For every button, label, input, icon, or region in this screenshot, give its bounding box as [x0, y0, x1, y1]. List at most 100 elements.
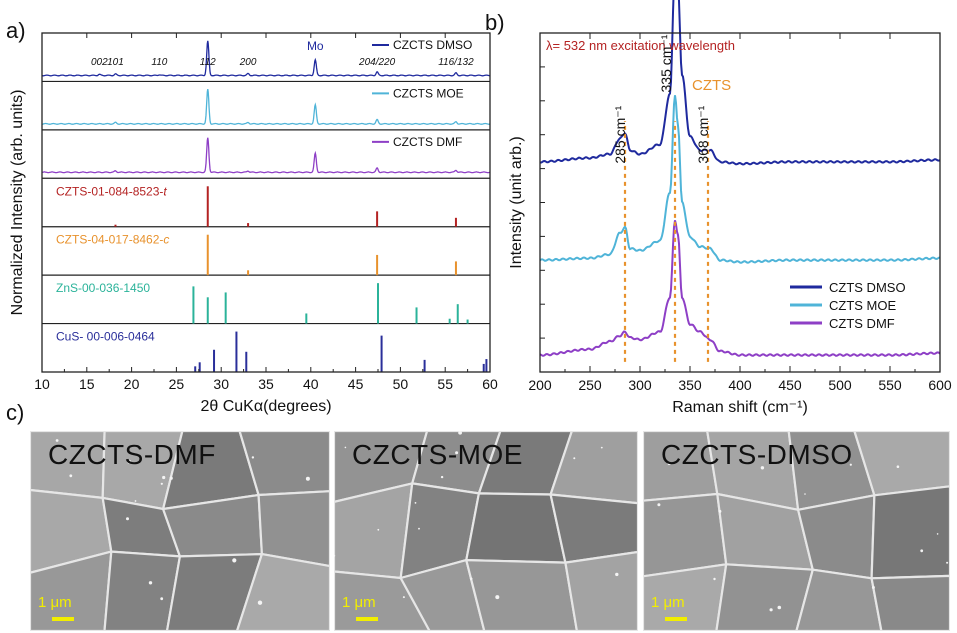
raman-tick-label: 450: [778, 377, 802, 393]
sem-grain: [30, 550, 113, 631]
sem-particle: [440, 475, 444, 479]
xrd-chart: CZCTS DMSO CZCTS MOE CZCTS DMF 002 101 110 112…: [9, 32, 498, 415]
sem-particle: [251, 456, 255, 459]
sem-grain: [870, 485, 950, 580]
xrd-reference-suffix: t: [163, 184, 167, 198]
sem-particle: [162, 475, 166, 480]
sem-image-dmf: CZCTS-DMF 1 μm: [30, 431, 330, 631]
xrd-peak-label: 204/220: [358, 57, 396, 68]
scale-bar-label: 1 μm: [342, 594, 376, 611]
sem-particle: [160, 482, 163, 485]
sem-particle: [600, 446, 603, 449]
xrd-reference-label: CuS- 00-006-0464: [56, 330, 155, 344]
raman-y-axis-label: Intensity (unit arb.): [508, 136, 525, 269]
sem-particle: [657, 503, 661, 507]
raman-tick-label: 300: [628, 377, 652, 393]
xrd-reference-label: CZTS-04-017-8462-c: [56, 233, 169, 247]
sem-grain: [643, 563, 728, 631]
raman-x-axis-label: Raman shift (cm⁻¹): [672, 399, 808, 416]
sem-particle: [232, 558, 237, 563]
raman-series-line: [539, 0, 941, 166]
sem-particle: [777, 605, 782, 610]
raman-tick-label: 600: [928, 377, 952, 393]
sem-particle: [160, 597, 164, 601]
sem-particle: [455, 451, 459, 455]
raman-legend-label: CZTS DMSO: [829, 280, 906, 295]
sem-texture: [643, 431, 950, 631]
xrd-legend-label: CZCTS DMF: [393, 135, 462, 149]
sem-texture: [334, 431, 638, 631]
raman-tick-label: 400: [728, 377, 752, 393]
scale-bar-label: 1 μm: [651, 594, 685, 611]
sem-particle: [849, 463, 852, 466]
xrd-tick-label: 10: [34, 376, 50, 392]
raman-tick-label: 250: [578, 377, 602, 393]
xrd-tick-label: 20: [124, 376, 140, 392]
xrd-tick-label: 35: [258, 376, 274, 392]
sem-grain: [465, 559, 578, 631]
scale-bar-line: [356, 617, 378, 621]
raman-tick-label: 550: [878, 377, 902, 393]
sem-grain: [870, 574, 950, 631]
xrd-peak-label: 110: [151, 57, 167, 68]
sem-particle: [667, 462, 671, 466]
sem-particle: [769, 608, 773, 612]
sem-particle: [127, 459, 131, 464]
sem-particle: [469, 577, 473, 581]
sem-particle: [495, 595, 500, 600]
scale-bar-line: [52, 617, 74, 621]
sem-particle: [257, 600, 263, 605]
xrd-tick-label: 45: [348, 376, 364, 392]
xrd-tick-label: 55: [437, 376, 453, 392]
xrd-legend-label: CZCTS MOE: [393, 86, 464, 100]
sem-grain: [564, 550, 638, 631]
sem-particle: [418, 527, 420, 530]
xrd-x-axis-label: 2θ CuKα(degrees): [200, 398, 331, 415]
xrd-peak-label: 002: [91, 57, 108, 68]
raman-title: λ= 532 nm excitation wavelength: [546, 38, 735, 53]
sem-grain: [549, 493, 638, 564]
xrd-reference-suffix: c: [163, 233, 169, 247]
sem-image-moe: CZCTS-MOE 1 μm: [334, 431, 638, 631]
xrd-series-line: [42, 40, 491, 77]
sem-particle: [615, 572, 619, 577]
xrd-peak-label: 116/132: [438, 57, 474, 68]
sem-particle: [377, 528, 380, 531]
raman-peak-annotation: 368 cm⁻¹: [695, 105, 711, 163]
xrd-legend-label: CZCTS DMSO: [393, 38, 472, 52]
sem-grain: [643, 492, 728, 578]
sem-grain: [334, 570, 431, 631]
xrd-reference-label: ZnS-00-036-1450: [56, 281, 150, 295]
sem-grain: [103, 550, 181, 631]
sem-particle: [134, 500, 137, 502]
raman-chart: λ= 532 nm excitation wavelength CZTS 285 c…: [508, 0, 952, 416]
sem-grain: [549, 431, 638, 505]
raman-peak-annotation: 335 cm⁻¹: [658, 34, 674, 92]
sem-grain: [795, 568, 883, 631]
sem-particle: [148, 581, 153, 585]
sem-particle: [920, 549, 924, 553]
sem-particle: [760, 466, 765, 470]
xrd-series-line: [42, 88, 491, 125]
sem-grain: [853, 431, 950, 497]
sem-particle: [804, 493, 806, 495]
raman-tick-label: 500: [828, 377, 852, 393]
sem-particle: [946, 561, 949, 564]
raman-peak-annotation: 285 cm⁻¹: [612, 105, 628, 163]
xrd-peak-label: Mo: [307, 39, 324, 53]
xrd-tick-label: 60: [482, 376, 498, 392]
sem-particle: [573, 457, 576, 460]
sem-particle: [126, 517, 129, 521]
sem-texture: [30, 431, 330, 631]
scale-bar-line: [665, 617, 687, 621]
sem-label: CZCTS-DMF: [48, 439, 216, 470]
raman-tick-label: 350: [678, 377, 702, 393]
sem-label: CZCTS-MOE: [352, 439, 523, 470]
xrd-reference-label: CZTS-01-084-8523-t: [56, 184, 167, 198]
sem-particle: [402, 596, 405, 599]
sem-grain: [399, 559, 486, 631]
panel-label-c: c): [6, 400, 24, 425]
sem-particle: [936, 533, 939, 535]
raman-series-line: [539, 95, 941, 264]
